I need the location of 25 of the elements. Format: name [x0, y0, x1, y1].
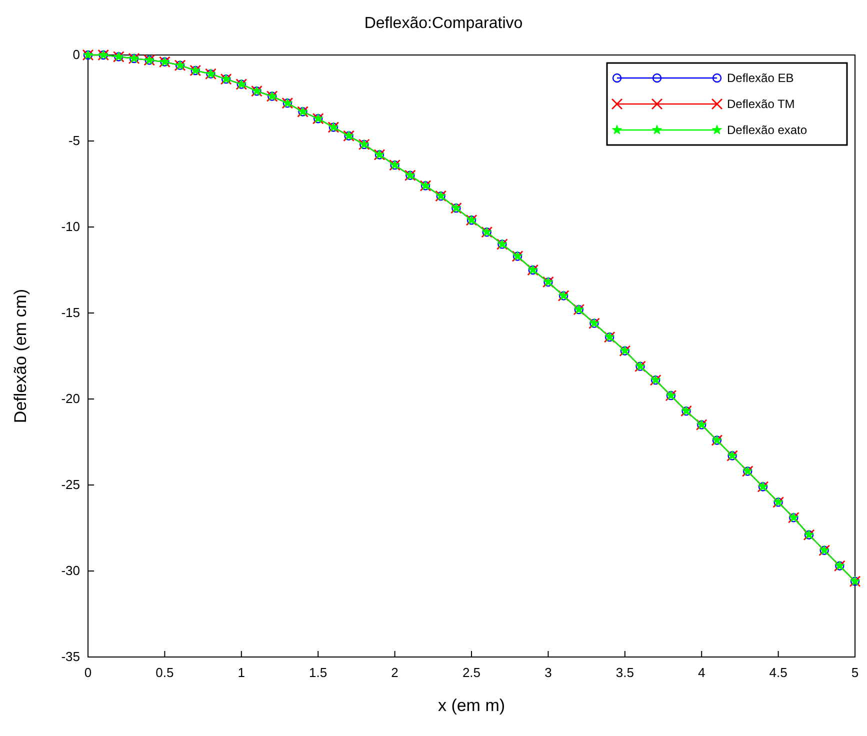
x-tick-label: 0	[84, 665, 92, 680]
y-tick-label: -20	[61, 391, 80, 406]
chart-title: Deflexão:Comparativo	[364, 15, 523, 32]
x-tick-label: 1	[238, 665, 246, 680]
x-tick-label: 5	[851, 665, 859, 680]
x-tick-label: 1.5	[309, 665, 328, 680]
y-axis-title: Deflexão (em cm)	[11, 288, 30, 424]
x-tick-label: 3.5	[616, 665, 634, 680]
y-tick-label: -35	[61, 649, 80, 664]
y-tick-label: -10	[61, 219, 80, 234]
x-tick-label: 4	[698, 665, 706, 680]
y-tick-label: -30	[61, 563, 80, 578]
y-tick-label: -25	[61, 477, 80, 492]
x-tick-label: 3	[544, 665, 552, 680]
x-tick-label: 2.5	[462, 665, 481, 680]
x-axis-title: x (em m)	[438, 696, 506, 715]
x-tick-label: 4.5	[769, 665, 788, 680]
y-tick-label: 0	[72, 47, 80, 62]
legend-label: Deflexão EB	[727, 71, 794, 85]
legend-label: Deflexão exato	[727, 123, 808, 137]
x-tick-label: 2	[391, 665, 398, 680]
y-tick-label: -5	[68, 133, 80, 148]
y-tick-label: -15	[61, 305, 80, 320]
x-tick-label: 0.5	[156, 665, 174, 680]
legend-label: Deflexão TM	[727, 97, 795, 111]
